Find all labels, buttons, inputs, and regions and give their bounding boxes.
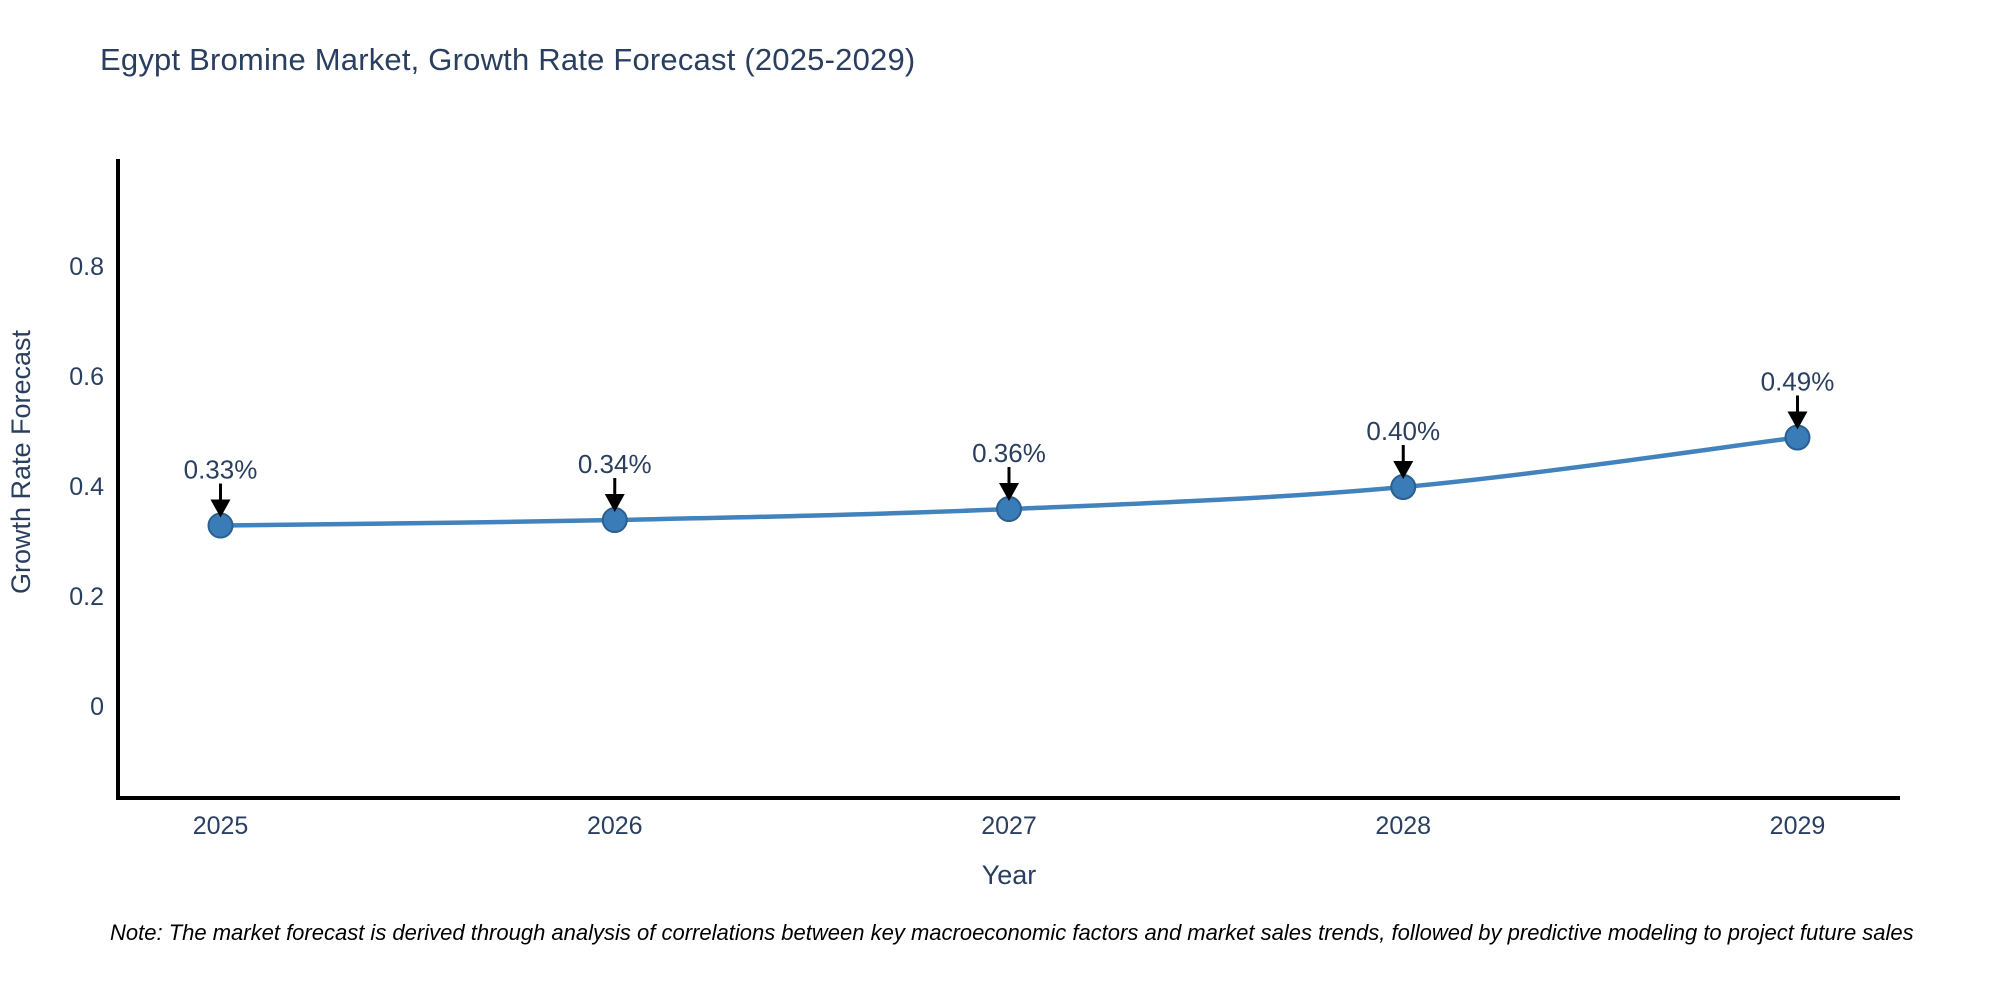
x-tick-label: 2025 [193,812,249,840]
annotation-arrowhead [210,499,231,518]
chart-title: Egypt Bromine Market, Growth Rate Foreca… [100,42,916,77]
point-annotation-label: 0.40% [1366,416,1440,446]
y-tick-label: 0.4 [69,473,104,501]
annotation-arrowhead [999,483,1019,502]
y-axis-line [116,159,120,800]
x-tick-label: 2028 [1375,812,1431,840]
point-annotation-label: 0.49% [1761,366,1835,396]
x-axis-line [116,796,1900,800]
x-tick-label: 2029 [1770,812,1826,840]
footnote: Note: The market forecast is derived thr… [110,920,1914,945]
x-axis-title: Year [982,860,1037,890]
y-axis-title: Growth Rate Forecast [6,329,36,594]
annotation-arrowhead [604,494,625,513]
y-tick-label: 0.2 [69,583,104,611]
point-annotation-label: 0.34% [578,449,652,479]
annotation-arrowhead [1787,411,1808,430]
x-tick-label: 2026 [587,812,643,840]
point-annotation-label: 0.33% [184,455,258,485]
point-annotation-label: 0.36% [972,438,1046,468]
annotation-arrowhead [1393,461,1414,480]
y-tick-label: 0 [90,693,104,721]
y-tick-label: 0.8 [69,253,104,281]
x-tick-label: 2027 [981,812,1037,840]
y-tick-label: 0.6 [69,363,104,391]
